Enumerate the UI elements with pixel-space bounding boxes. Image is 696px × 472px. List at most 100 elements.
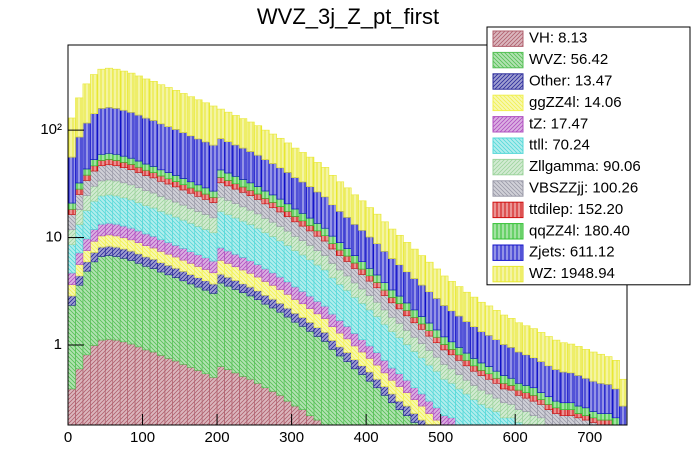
histogram-bar [291,313,300,323]
histogram-bar [224,285,233,370]
histogram-bar [157,271,166,356]
histogram-bar [82,83,91,124]
histogram-bar [350,333,359,347]
histogram-bar [350,368,359,426]
histogram-bar [261,218,270,233]
histogram-bar [350,194,359,225]
histogram-bar [395,400,404,410]
histogram-bar [254,299,263,384]
histogram-bar [336,320,345,334]
histogram-bar [104,255,114,340]
histogram-bar [492,397,501,412]
histogram-bar [358,365,367,375]
histogram-bar [283,230,292,246]
histogram-bar [373,378,382,389]
histogram-bar [134,346,143,426]
histogram-bar [67,117,76,158]
histogram-bar [380,323,389,361]
legend-swatch [492,223,524,240]
histogram-bar [455,388,464,426]
histogram-bar [321,196,330,229]
histogram-bar [119,167,128,184]
histogram-bar [172,216,181,246]
histogram-bar [425,335,434,351]
histogram-bar [298,254,307,292]
histogram-bar [365,309,374,347]
histogram-bar [239,118,248,149]
histogram-bar [388,393,397,404]
histogram-bar [328,243,337,250]
histogram-bar [395,264,404,297]
histogram-bar [306,259,315,297]
histogram-bar [403,310,412,317]
histogram-bar [172,245,181,258]
histogram-bar [343,217,352,249]
histogram-bar [216,273,225,284]
histogram-bar [254,199,263,215]
histogram-bar [350,268,359,284]
histogram-bar [298,225,307,241]
legend-swatch [492,116,524,133]
histogram-bar [395,386,404,402]
y-tick-label: 1 [54,336,62,353]
histogram-bar [82,238,91,251]
histogram-bar [336,249,345,256]
histogram-bar [328,277,337,315]
histogram-bar [104,222,114,236]
histogram-bar [90,345,99,426]
histogram-bar [268,133,277,164]
histogram-bar [358,374,367,426]
histogram-bar [306,415,315,426]
histogram-bar [321,235,330,242]
histogram-bar [395,303,404,310]
histogram-bar [149,258,158,269]
histogram-bar [201,193,210,200]
histogram-bar [246,209,255,225]
histogram-bar [97,180,106,197]
histogram-bar [216,138,225,171]
histogram-bar [291,236,300,251]
histogram-bar [447,310,456,343]
histogram-bar [75,136,84,184]
histogram-bar [67,295,76,306]
histogram-bar [552,413,561,426]
histogram-bar [97,256,106,341]
histogram-bar [328,326,337,341]
histogram-bar [201,141,210,189]
legend-swatch [492,201,524,219]
histogram-bar [172,267,181,278]
histogram-bar [567,409,576,416]
histogram-bar [97,160,106,167]
histogram-bar [365,236,374,269]
histogram-bar [112,195,121,225]
histogram-bar [216,169,225,178]
histogram-bar [522,385,531,393]
histogram-bar [104,245,114,256]
histogram-bar [179,178,188,186]
histogram-bar [149,172,158,179]
histogram-bar [589,351,598,382]
histogram-bar [268,298,277,309]
histogram-bar [477,404,486,426]
histogram-bar [276,289,285,304]
histogram-bar [425,350,434,366]
histogram-bar [343,289,352,327]
histogram-bar [97,339,106,426]
histogram-bar [186,208,196,224]
histogram-bar [336,332,345,348]
histogram-bar [507,417,516,426]
histogram-bar [418,393,427,407]
histogram-bar [261,159,270,192]
histogram-bar [574,375,583,407]
histogram-bar [239,206,248,222]
histogram-bar [283,307,292,318]
histogram-bar [418,316,427,325]
histogram-bar [388,379,397,395]
x-tick-label: 200 [205,429,230,446]
histogram-bar [142,175,151,192]
histogram-bar [75,368,84,426]
histogram-bar [172,90,181,130]
histogram-bar [365,358,374,373]
histogram-bar [418,343,427,359]
histogram-bar [418,357,427,395]
